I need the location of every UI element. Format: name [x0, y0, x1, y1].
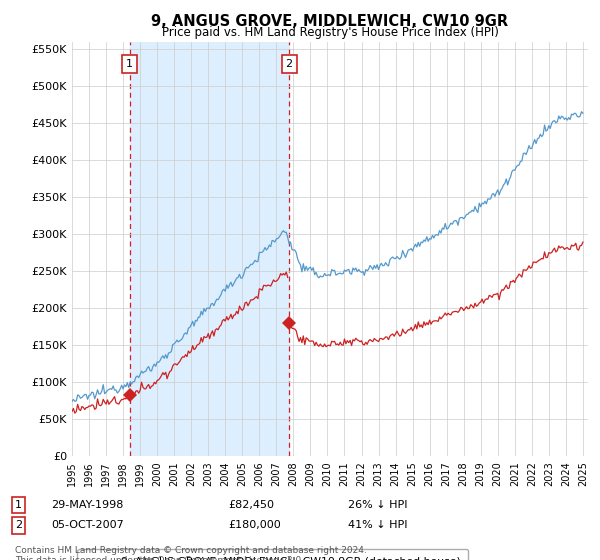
- Legend: 9, ANGUS GROVE, MIDDLEWICH, CW10 9GR (detached house), HPI: Average price, detac: 9, ANGUS GROVE, MIDDLEWICH, CW10 9GR (de…: [77, 549, 468, 560]
- Text: 2: 2: [15, 520, 22, 530]
- Bar: [130, 42, 289, 456]
- Text: £180,000: £180,000: [228, 520, 281, 530]
- Text: 26% ↓ HPI: 26% ↓ HPI: [348, 500, 407, 510]
- Text: 2: 2: [286, 59, 293, 69]
- Text: 1: 1: [15, 500, 22, 510]
- Text: 1: 1: [126, 59, 133, 69]
- Text: 05-OCT-2007: 05-OCT-2007: [51, 520, 124, 530]
- Text: Price paid vs. HM Land Registry's House Price Index (HPI): Price paid vs. HM Land Registry's House …: [161, 26, 499, 39]
- Text: Contains HM Land Registry data © Crown copyright and database right 2024.
This d: Contains HM Land Registry data © Crown c…: [15, 546, 367, 560]
- Text: £82,450: £82,450: [228, 500, 274, 510]
- Text: 9, ANGUS GROVE, MIDDLEWICH, CW10 9GR: 9, ANGUS GROVE, MIDDLEWICH, CW10 9GR: [151, 14, 509, 29]
- Text: 41% ↓ HPI: 41% ↓ HPI: [348, 520, 407, 530]
- Text: 29-MAY-1998: 29-MAY-1998: [51, 500, 124, 510]
